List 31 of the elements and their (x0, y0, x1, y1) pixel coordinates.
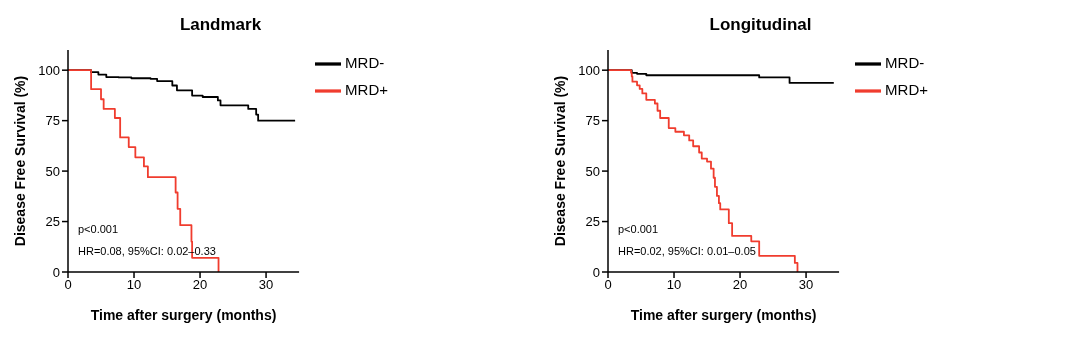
y-tick-label: 25 (45, 214, 60, 230)
x-tick-label: 0 (604, 277, 612, 293)
y-axis-title: Disease Free Survival (%) (11, 75, 28, 247)
x-tick-label: 10 (666, 277, 682, 293)
y-tick-label: 50 (585, 163, 600, 179)
x-axis-title: Time after surgery (months) (90, 307, 277, 323)
annotation: p<0.001 (618, 222, 660, 237)
y-tick-label: 100 (38, 62, 60, 78)
x-tick-label: 20 (192, 277, 208, 293)
annotation: HR=0.02, 95%CI: 0.01–0.05 (618, 244, 756, 259)
legend-label: MRD- (345, 54, 385, 71)
y-tick-label: 0 (52, 264, 60, 280)
y-tick-label: 75 (45, 113, 60, 129)
x-axis-title: Time after surgery (months) (630, 307, 817, 323)
y-tick-label: 0 (592, 264, 600, 280)
legend-label: MRD- (885, 54, 925, 71)
chart-title: Landmark (178, 14, 263, 36)
legend-label: MRD+ (885, 81, 928, 99)
legend-label: MRD+ (345, 81, 388, 99)
y-tick-label: 100 (578, 62, 600, 78)
chart-title: Longitudinal (708, 14, 813, 36)
x-tick-label: 30 (258, 277, 274, 293)
annotation: p<0.001 (78, 222, 120, 237)
x-tick-label: 20 (732, 277, 748, 293)
y-tick-label: 25 (585, 214, 600, 230)
y-axis-title: Disease Free Survival (%) (551, 75, 568, 247)
x-tick-label: 0 (64, 277, 72, 293)
y-tick-label: 50 (45, 163, 60, 179)
x-tick-label: 30 (798, 277, 814, 293)
y-tick-label: 75 (585, 113, 600, 129)
x-tick-label: 10 (126, 277, 142, 293)
